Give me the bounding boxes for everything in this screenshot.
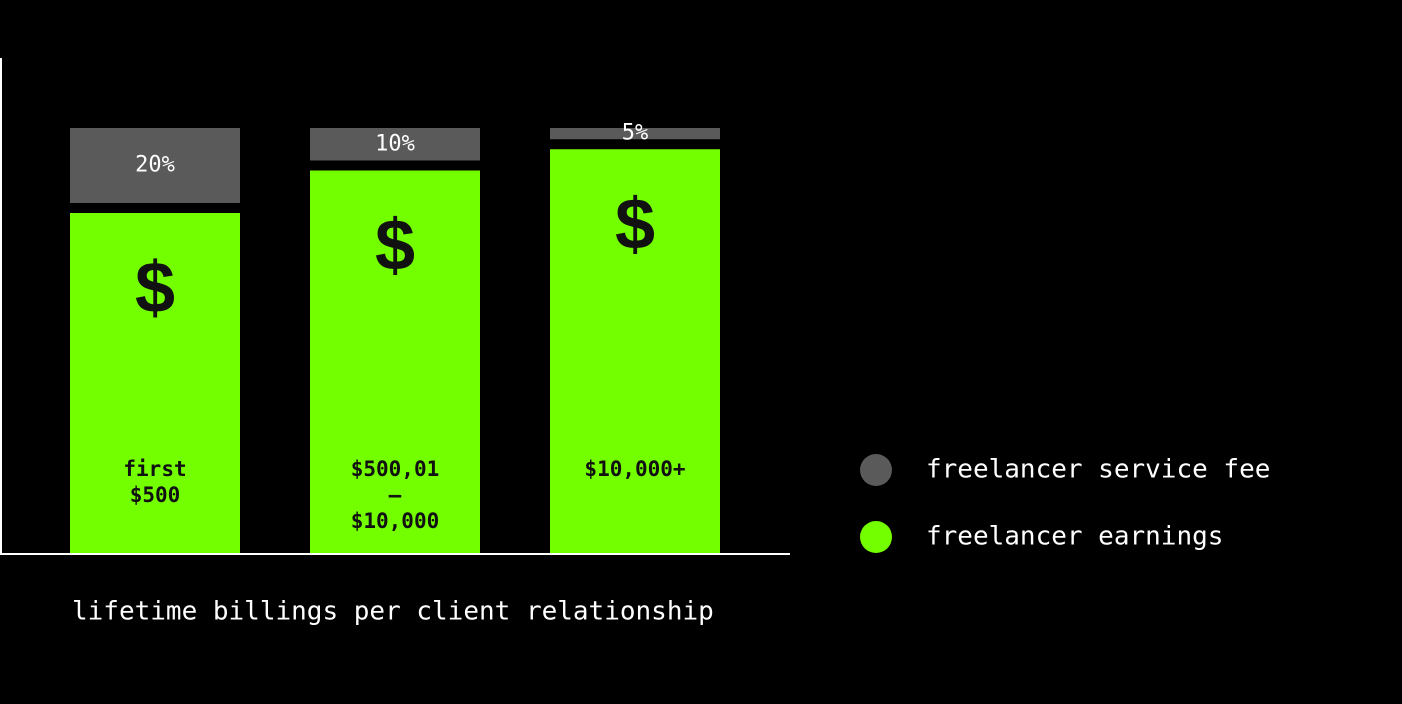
category-label: first $500 [123, 457, 187, 507]
value-label: $ [375, 206, 415, 286]
legend-label: freelancer earnings [926, 522, 1223, 552]
x-axis-label: lifetime billings per client relationshi… [72, 597, 714, 627]
bar-segment [70, 213, 240, 553]
bar-segment [550, 149, 720, 553]
value-label: 10% [375, 131, 415, 156]
legend-marker [860, 454, 892, 486]
value-label: 5% [622, 121, 649, 146]
bar-segment [70, 128, 240, 203]
legend-marker [860, 521, 892, 553]
category-label-box: $500,01 – $10,000 [350, 457, 440, 533]
bar-segment [310, 170, 480, 553]
bar-segment [550, 128, 720, 140]
category-label: $10,000+ [584, 457, 686, 481]
category-label-box: $10,000+ [584, 457, 686, 481]
legend-label: freelancer service fee [926, 455, 1270, 485]
value-label: $ [615, 184, 655, 264]
category-label-box: first $500 [123, 457, 187, 507]
bar-segment [310, 128, 480, 161]
value-label: 20% [135, 153, 175, 178]
category-label: $500,01 – $10,000 [350, 457, 440, 533]
value-label: $ [135, 248, 175, 328]
